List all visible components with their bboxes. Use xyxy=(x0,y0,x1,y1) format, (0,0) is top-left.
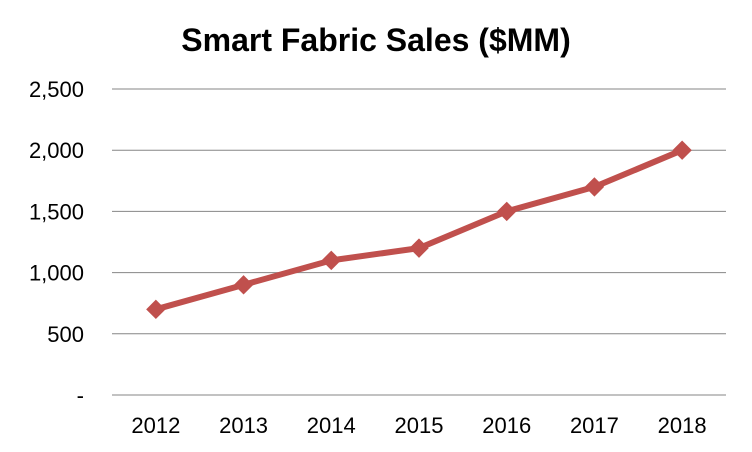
data-point-marker xyxy=(321,250,341,271)
data-point-marker xyxy=(146,299,166,320)
y-tick-label: - xyxy=(77,383,84,408)
y-tick-label: 2,000 xyxy=(29,138,84,163)
x-tick-label: 2013 xyxy=(219,413,268,438)
x-tick-label: 2018 xyxy=(658,413,707,438)
x-tick-label: 2017 xyxy=(570,413,619,438)
x-tick-label: 2014 xyxy=(307,413,356,438)
y-axis-tick-labels: - 500 1,000 1,500 2,000 2,500 xyxy=(29,77,84,408)
data-point-marker xyxy=(672,140,692,160)
chart-title: Smart Fabric Sales ($MM) xyxy=(181,22,571,58)
y-tick-label: 1,500 xyxy=(29,199,84,224)
y-tick-label: 1,000 xyxy=(29,261,84,286)
y-tick-label: 500 xyxy=(47,322,84,347)
data-point-marker xyxy=(497,201,517,222)
data-point-marker xyxy=(584,177,605,197)
x-tick-label: 2012 xyxy=(131,413,180,438)
x-tick-label: 2015 xyxy=(395,413,444,438)
data-point-marker xyxy=(409,238,429,258)
gridlines xyxy=(112,88,726,396)
data-series xyxy=(146,140,692,320)
x-axis-tick-labels: 2012 2013 2014 2015 2016 2017 2018 xyxy=(131,413,706,438)
data-point-marker xyxy=(233,275,254,295)
y-tick-label: 2,500 xyxy=(29,77,84,102)
x-tick-label: 2016 xyxy=(482,413,531,438)
